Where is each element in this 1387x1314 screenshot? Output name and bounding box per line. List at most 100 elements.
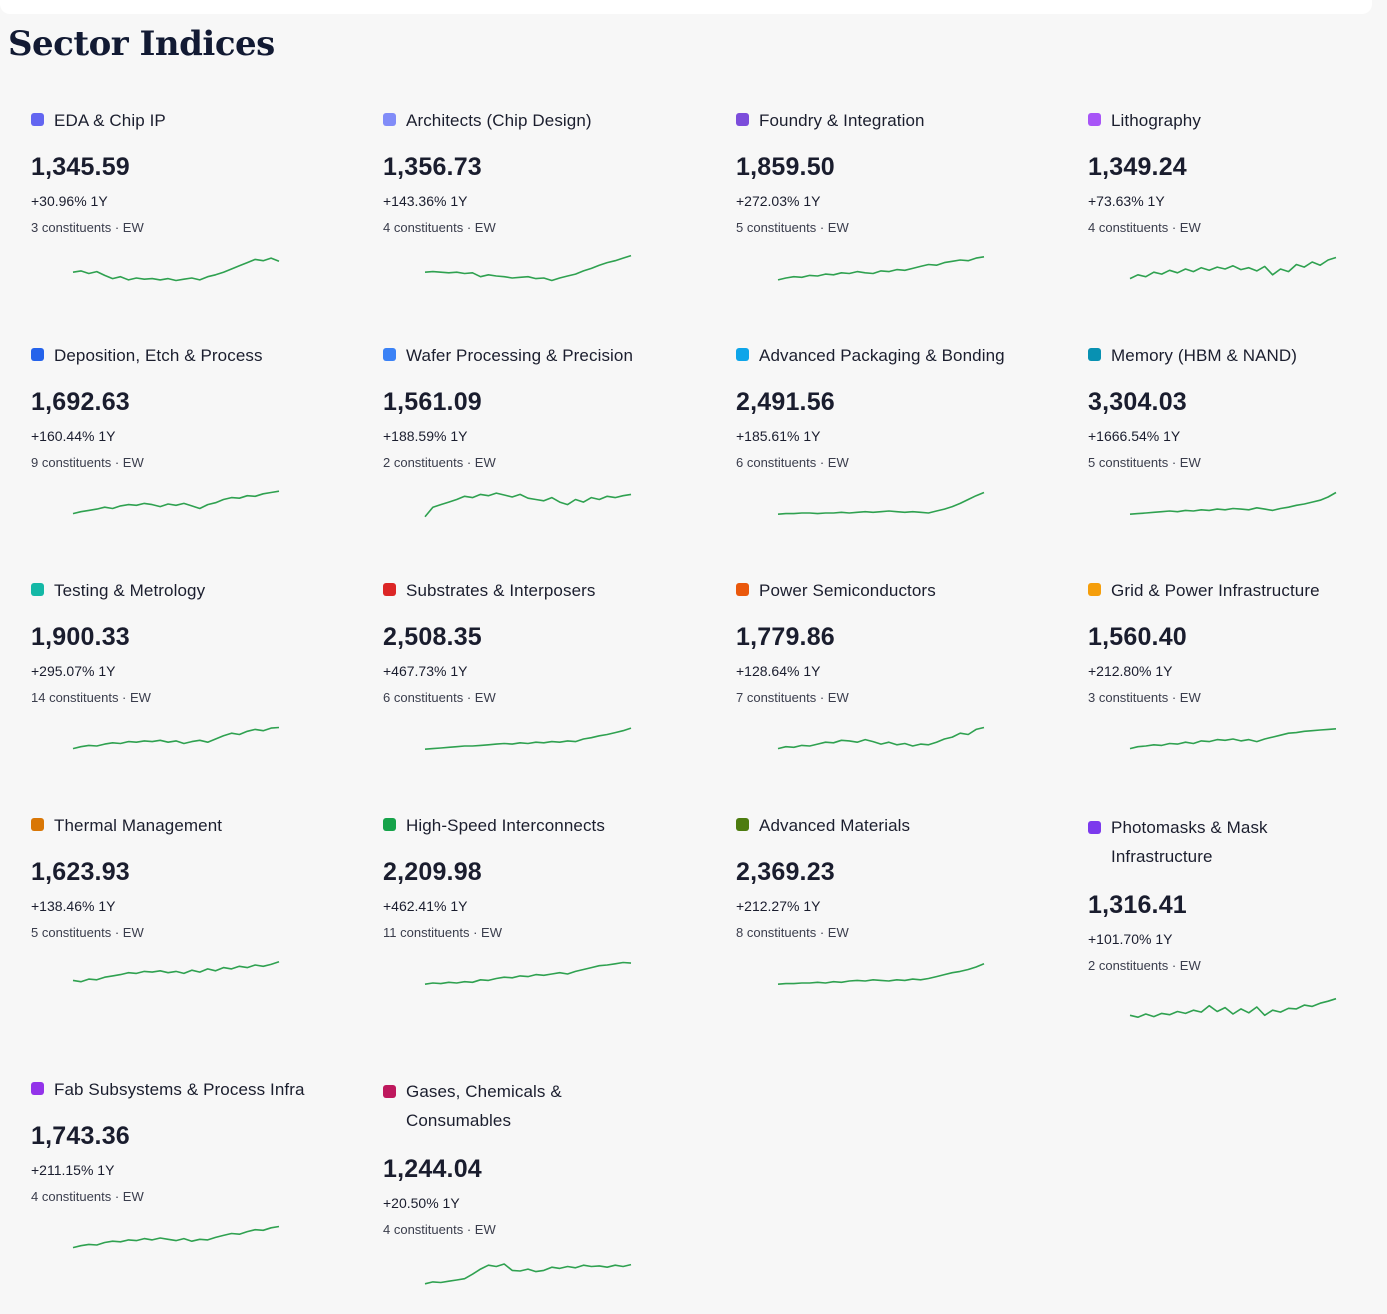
sector-header: Memory (HBM & NAND): [1088, 343, 1387, 368]
sector-value: 1,244.04: [383, 1155, 482, 1183]
sector-header: Thermal Management: [31, 813, 351, 838]
top-bar: [0, 0, 1372, 14]
sector-value: 1,316.41: [1088, 891, 1187, 919]
sector-card[interactable]: Thermal Management 1,623.93 +138.46% 1Y 5 c…: [31, 813, 351, 992]
sector-sparkline: [72, 961, 280, 983]
sector-card[interactable]: Substrates & Interposers 2,508.35 +467.73%…: [383, 578, 703, 757]
sector-value: 1,900.33: [31, 623, 130, 651]
sector-change: +143.36% 1Y: [383, 193, 468, 209]
sector-change: +185.61% 1Y: [736, 428, 821, 444]
sparkline-path: [424, 492, 632, 518]
sector-card[interactable]: Lithography 1,349.24 +73.63% 1Y 4 constitue…: [1088, 108, 1387, 287]
sector-card[interactable]: Deposition, Etch & Process 1,692.63 +160.4…: [31, 343, 351, 522]
sector-constituents: 5 constituents · EW: [736, 220, 849, 235]
sector-value: 2,369.23: [736, 858, 835, 886]
sector-constituents: 9 constituents · EW: [31, 455, 144, 470]
sector-sparkline: [72, 726, 280, 750]
sector-color-swatch: [31, 113, 44, 126]
sector-card[interactable]: Testing & Metrology 1,900.33 +295.07% 1Y 14…: [31, 578, 351, 757]
sector-header: Architects (Chip Design): [383, 108, 703, 133]
sector-name: Advanced Materials: [759, 816, 911, 835]
sparkline-path: [424, 254, 632, 282]
sector-constituents: 4 constituents · EW: [383, 1222, 496, 1237]
sector-change: +30.96% 1Y: [31, 193, 108, 209]
sector-constituents: 6 constituents · EW: [383, 690, 496, 705]
sector-name: Memory (HBM & NAND): [1111, 346, 1298, 365]
sector-color-swatch: [31, 348, 44, 361]
sector-card[interactable]: Power Semiconductors 1,779.86 +128.64% 1Y 7…: [736, 578, 1056, 757]
sector-value: 1,349.24: [1088, 153, 1187, 181]
sector-card[interactable]: High-Speed Interconnects 2,209.98 +462.41%…: [383, 813, 703, 992]
sector-sparkline: [424, 961, 632, 985]
sector-header: Grid & Power Infrastructure: [1088, 578, 1387, 603]
sector-value: 1,859.50: [736, 153, 835, 181]
sector-sparkline: [1129, 256, 1337, 280]
sector-sparkline: [72, 490, 280, 515]
sector-sparkline: [424, 1263, 632, 1285]
sparkline-path: [72, 490, 280, 515]
sector-sparkline: [777, 963, 985, 985]
sector-constituents: 6 constituents · EW: [736, 455, 849, 470]
sector-color-swatch: [31, 1082, 44, 1095]
sector-sparkline: [777, 256, 985, 281]
sparkline-path: [72, 726, 280, 750]
sector-change: +272.03% 1Y: [736, 193, 821, 209]
sector-card[interactable]: Advanced Packaging & Bonding 2,491.56 +185…: [736, 343, 1056, 522]
sector-change: +73.63% 1Y: [1088, 193, 1165, 209]
sector-card[interactable]: Memory (HBM & NAND) 3,304.03 +1666.54% 1Y 5…: [1088, 343, 1387, 522]
sector-constituents: 5 constituents · EW: [31, 925, 144, 940]
sector-sparkline: [424, 727, 632, 750]
sector-value: 2,491.56: [736, 388, 835, 416]
sector-value: 1,692.63: [31, 388, 130, 416]
sector-header: Fab Subsystems & Process Infra: [31, 1077, 351, 1102]
sector-card[interactable]: Architects (Chip Design) 1,356.73 +143.36%…: [383, 108, 703, 287]
sparkline-path: [1129, 256, 1337, 280]
sector-color-swatch: [736, 583, 749, 596]
sector-card[interactable]: Foundry & Integration 1,859.50 +272.03% 1Y…: [736, 108, 1056, 287]
sector-change: +462.41% 1Y: [383, 898, 468, 914]
sector-change: +138.46% 1Y: [31, 898, 116, 914]
sector-card[interactable]: Gases, Chemicals & Consumables 1,244.04 +2…: [383, 1077, 703, 1289]
sector-name: Lithography: [1111, 111, 1201, 130]
sector-value: 3,304.03: [1088, 388, 1187, 416]
sector-sparkline: [1129, 491, 1337, 515]
sparkline-path: [72, 961, 280, 983]
sector-card[interactable]: Fab Subsystems & Process Infra 1,743.36 +2…: [31, 1077, 351, 1256]
sparkline-path: [424, 1263, 632, 1285]
sector-value: 2,209.98: [383, 858, 482, 886]
sector-name: Gases, Chemicals & Consumables: [406, 1082, 562, 1130]
sector-header: Gases, Chemicals & Consumables: [383, 1077, 703, 1135]
sector-header: Advanced Materials: [736, 813, 1056, 838]
sector-name: Testing & Metrology: [54, 581, 206, 600]
sector-constituents: 8 constituents · EW: [736, 925, 849, 940]
sector-name: Advanced Packaging & Bonding: [759, 346, 1005, 365]
sparkline-path: [1129, 728, 1337, 750]
sector-header: Deposition, Etch & Process: [31, 343, 351, 368]
sector-color-swatch: [383, 348, 396, 361]
sector-color-swatch: [383, 583, 396, 596]
sector-change: +211.15% 1Y: [31, 1162, 115, 1178]
sector-card[interactable]: Advanced Materials 2,369.23 +212.27% 1Y 8 c…: [736, 813, 1056, 992]
sector-sparkline: [1129, 728, 1337, 750]
sector-sparkline: [777, 491, 985, 515]
sector-card[interactable]: Wafer Processing & Precision 1,561.09 +188…: [383, 343, 703, 522]
sector-header: Testing & Metrology: [31, 578, 351, 603]
sector-change: +295.07% 1Y: [31, 663, 116, 679]
sector-name: Substrates & Interposers: [406, 581, 596, 600]
sector-name: Fab Subsystems & Process Infra: [54, 1080, 305, 1099]
sector-card[interactable]: EDA & Chip IP 1,345.59 +30.96% 1Y 3 constit…: [31, 108, 351, 287]
sector-card[interactable]: Grid & Power Infrastructure 1,560.40 +212.…: [1088, 578, 1387, 757]
sector-constituents: 4 constituents · EW: [31, 1189, 144, 1204]
sector-card[interactable]: Photomasks & Mask Infrastructure 1,316.41…: [1088, 813, 1387, 1025]
sparkline-path: [777, 256, 985, 281]
sector-change: +128.64% 1Y: [736, 663, 821, 679]
sector-name: Architects (Chip Design): [406, 111, 592, 130]
sector-change: +101.70% 1Y: [1088, 931, 1173, 947]
sector-header: Power Semiconductors: [736, 578, 1056, 603]
sector-name: Foundry & Integration: [759, 111, 925, 130]
sector-header: Wafer Processing & Precision: [383, 343, 703, 368]
sector-value: 1,345.59: [31, 153, 130, 181]
sparkline-path: [424, 961, 632, 985]
sector-name: EDA & Chip IP: [54, 111, 166, 130]
sector-name: Wafer Processing & Precision: [406, 346, 634, 365]
